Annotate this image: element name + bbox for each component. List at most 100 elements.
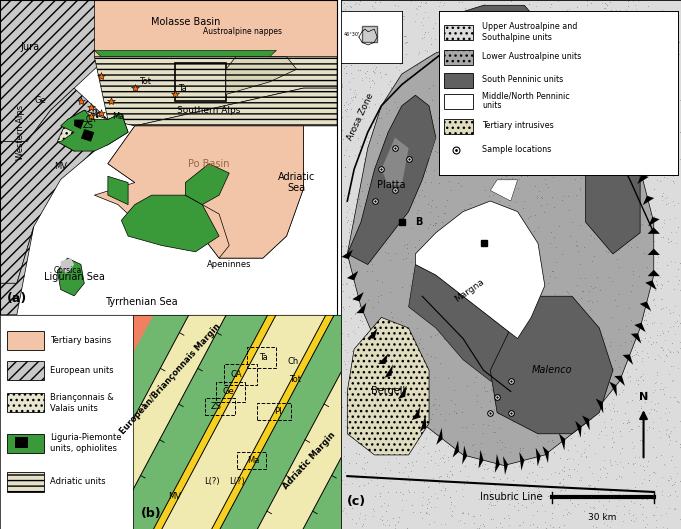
Polygon shape xyxy=(378,353,388,364)
Bar xyxy=(7,434,44,453)
Polygon shape xyxy=(257,315,417,529)
Polygon shape xyxy=(409,264,531,391)
Bar xyxy=(444,25,473,40)
Bar xyxy=(7,361,44,380)
Polygon shape xyxy=(142,195,229,258)
Polygon shape xyxy=(495,454,500,473)
Polygon shape xyxy=(112,315,268,529)
Polygon shape xyxy=(462,445,467,464)
Polygon shape xyxy=(639,302,651,311)
Polygon shape xyxy=(352,292,364,302)
Text: Adriatic
Sea: Adriatic Sea xyxy=(278,172,315,194)
Text: Ta: Ta xyxy=(178,84,187,93)
Text: Tertiary intrusives: Tertiary intrusives xyxy=(482,121,554,130)
Bar xyxy=(444,119,473,133)
Text: B: B xyxy=(415,217,423,227)
Polygon shape xyxy=(39,315,189,529)
Polygon shape xyxy=(341,250,353,259)
Text: Engadine Line: Engadine Line xyxy=(599,108,641,167)
Polygon shape xyxy=(108,176,128,205)
Polygon shape xyxy=(443,5,538,53)
Polygon shape xyxy=(586,148,640,254)
Text: Austroalpine nappes: Austroalpine nappes xyxy=(203,27,282,36)
Text: Ligurian Sea: Ligurian Sea xyxy=(44,272,105,282)
Polygon shape xyxy=(420,415,426,432)
Polygon shape xyxy=(599,95,606,109)
Polygon shape xyxy=(347,271,358,280)
Polygon shape xyxy=(347,95,436,264)
Text: European/Briançonnais Margin: European/Briançonnais Margin xyxy=(118,322,222,436)
Polygon shape xyxy=(596,398,603,414)
Text: Arosa Zone: Arosa Zone xyxy=(346,92,376,141)
Text: Upper Austroalpine and
Southalpine units: Upper Austroalpine and Southalpine units xyxy=(482,22,577,42)
Text: Ta: Ta xyxy=(259,353,268,362)
Polygon shape xyxy=(479,450,484,469)
Polygon shape xyxy=(536,448,541,467)
Polygon shape xyxy=(559,433,565,450)
Text: Tertiary basins: Tertiary basins xyxy=(50,336,112,345)
Polygon shape xyxy=(347,317,429,455)
Polygon shape xyxy=(637,175,649,184)
Text: Western Alps: Western Alps xyxy=(16,105,25,160)
Text: Briançonnais &
Valais units: Briançonnais & Valais units xyxy=(50,393,114,413)
Text: ZS: ZS xyxy=(210,403,221,412)
Polygon shape xyxy=(543,446,549,463)
Polygon shape xyxy=(624,142,634,154)
Polygon shape xyxy=(398,386,407,399)
Polygon shape xyxy=(634,323,646,332)
Text: Platta: Platta xyxy=(377,180,406,190)
Polygon shape xyxy=(57,110,128,151)
Polygon shape xyxy=(453,441,459,458)
Text: MV: MV xyxy=(168,492,181,501)
Polygon shape xyxy=(609,381,617,397)
Polygon shape xyxy=(384,364,393,378)
Polygon shape xyxy=(620,116,647,169)
Text: Ge: Ge xyxy=(223,387,234,396)
Bar xyxy=(444,73,473,88)
Text: Sample locations: Sample locations xyxy=(482,145,552,154)
Text: Apeninnes: Apeninnes xyxy=(207,260,251,269)
Text: Tyrrhenian Sea: Tyrrhenian Sea xyxy=(106,297,178,307)
Polygon shape xyxy=(588,80,595,94)
Bar xyxy=(175,63,226,101)
Polygon shape xyxy=(648,249,660,255)
Polygon shape xyxy=(631,333,642,344)
Polygon shape xyxy=(0,0,108,142)
Bar xyxy=(444,94,473,109)
Text: (c): (c) xyxy=(347,495,366,508)
Text: Tot: Tot xyxy=(139,77,151,86)
Polygon shape xyxy=(645,280,656,290)
Text: L(?): L(?) xyxy=(204,477,219,486)
Polygon shape xyxy=(95,0,337,57)
Text: Ch: Ch xyxy=(287,358,298,367)
Polygon shape xyxy=(381,138,409,185)
Polygon shape xyxy=(226,57,297,94)
Text: Totalp: Totalp xyxy=(475,16,505,26)
Polygon shape xyxy=(415,201,545,339)
Text: Middle/North Penninic
units: Middle/North Penninic units xyxy=(482,91,570,111)
Text: D: D xyxy=(463,90,471,100)
Text: European units: European units xyxy=(50,366,114,375)
Polygon shape xyxy=(635,163,645,175)
Polygon shape xyxy=(95,57,337,126)
Polygon shape xyxy=(185,163,229,205)
Polygon shape xyxy=(162,315,326,529)
Polygon shape xyxy=(356,303,366,313)
Text: Southern Alps: Southern Alps xyxy=(177,106,240,115)
Polygon shape xyxy=(582,415,590,431)
Polygon shape xyxy=(490,296,613,434)
Text: Margna: Margna xyxy=(454,278,486,304)
Polygon shape xyxy=(648,270,660,276)
Text: Corsica: Corsica xyxy=(53,266,82,275)
Polygon shape xyxy=(503,456,508,475)
Polygon shape xyxy=(212,315,334,529)
Text: Ma: Ma xyxy=(112,112,124,121)
Bar xyxy=(362,26,377,42)
Text: (a): (a) xyxy=(7,293,27,305)
Polygon shape xyxy=(133,315,340,529)
Text: N: N xyxy=(639,392,648,402)
Bar xyxy=(7,393,44,412)
Polygon shape xyxy=(347,37,654,466)
Text: Adriatic units: Adriatic units xyxy=(50,477,106,486)
Polygon shape xyxy=(95,126,303,258)
